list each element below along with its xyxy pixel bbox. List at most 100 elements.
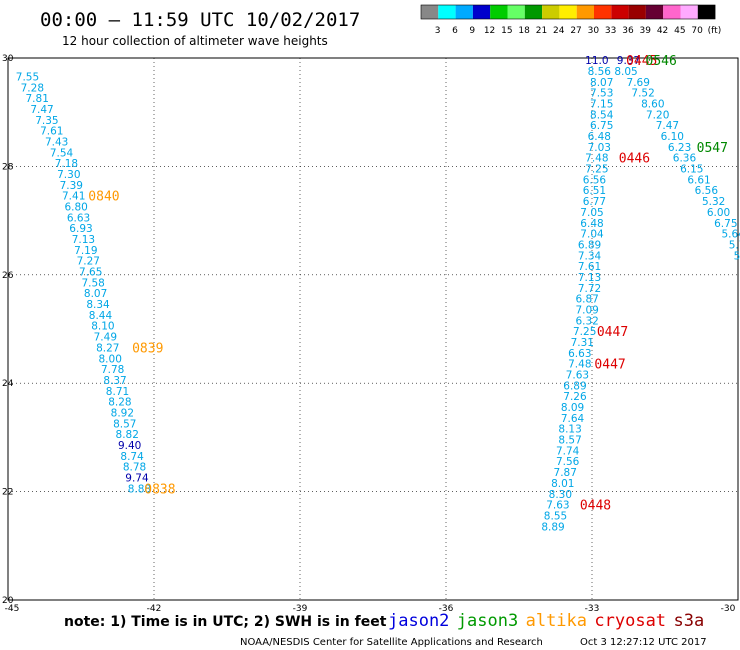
x-tick-label: -42 [147,604,162,614]
color-scale-swatch [680,5,698,19]
plot-frame [7,57,739,601]
wave-height-label: 7.87 [554,467,577,479]
wave-height-label: 8.60 [641,99,664,111]
wave-height-label: 8.05 [614,66,637,78]
wave-height-label: 6.56 [583,174,607,186]
wave-height-label: 6.56 [695,185,719,197]
wave-height-label: 7.54 [50,147,74,159]
pass-time-label: 0447 [597,325,628,340]
color-scale-label: 27 [570,26,581,36]
wave-height-label: 7.41 [62,191,85,203]
footer: note: 1) Time is in UTC; 2) SWH is in fe… [64,611,707,648]
x-tick-label: -30 [721,604,736,614]
wave-height-label: 8.00 [99,353,122,365]
wave-height-label: 7.69 [627,77,650,89]
wave-height-label: 8.01 [551,478,574,490]
wave-height-label: 7.63 [546,500,569,512]
wave-height-label: 7.49 [94,332,117,344]
wave-height-label: 9.40 [118,440,141,452]
wave-height-label: 11.0 [585,55,608,67]
footer-credit: NOAA/NESDIS Center for Satellite Applica… [240,637,543,648]
wave-height-label: 7.09 [575,304,598,316]
color-scale-label: (ft) [708,26,722,36]
color-scale-swatch [611,5,629,19]
wave-height-label: 8.44 [89,310,113,322]
color-scale-label: 24 [553,26,565,36]
legend-altika: altika [526,611,587,631]
wave-height-label: 7.19 [74,245,97,257]
wave-height-label: 6.36 [673,153,697,165]
wave-height-label: 6.63 [67,212,90,224]
wave-height-label: 7.56 [556,456,580,468]
chart-subtitle: 12 hour collection of altimeter wave hei… [62,34,328,48]
wave-height-label: 5.64 [721,229,740,241]
wave-height-label: 7.78 [101,364,124,376]
wave-height-label: 8.28 [108,397,131,409]
wave-height-label: 7.13 [72,234,95,246]
wave-height-label: 6.75 [590,120,613,132]
pass-time-label: 0838 [144,482,175,497]
wave-height-label: 5.32 [702,196,725,208]
wave-height-label: 8.55 [544,510,567,522]
wave-height-label: 7.61 [40,126,63,138]
wave-height-label: 6.48 [588,131,611,143]
wave-height-label: 8.07 [590,77,613,89]
wave-height-label: 7.34 [578,250,602,262]
wave-height-label: 6.93 [69,223,92,235]
wave-height-label: 8.71 [106,386,129,398]
wave-height-label: 7.13 [578,272,601,284]
wave-height-label: 7.27 [77,256,100,268]
color-scale-swatch [645,5,664,19]
wave-height-label: 8.56 [588,66,612,78]
x-tick-label: -33 [585,604,600,614]
wave-height-label: 7.25 [585,164,608,176]
wave-height-label: 7.39 [60,180,83,192]
pass-time-label: 0448 [580,499,611,514]
legend-jason3: jason3 [457,611,518,631]
wave-height-label: 8.92 [111,407,134,419]
wave-height-label: 6.87 [575,294,598,306]
color-scale-swatch [663,5,681,19]
footer-timestamp: Oct 3 12:27:12 UTC 2017 [580,637,707,648]
color-scale-swatch [472,5,491,19]
wave-height-label: 8.13 [558,424,581,436]
wave-height-label: 8.09 [561,402,584,414]
color-scale-label: 33 [605,26,616,36]
wave-height-label: 6.63 [568,348,591,360]
color-scale-label: 36 [622,26,634,36]
wave-height-label: 6.32 [575,315,598,327]
wave-height-label: 8.07 [84,288,107,300]
wave-height-label: 6.75 [714,218,737,230]
y-tick-label: 20 [2,596,14,606]
pass-time-label: 0446 [619,152,650,167]
wave-height-label: 6.15 [680,164,703,176]
wave-height-label: 8.37 [103,375,126,387]
y-tick-label: 30 [2,54,14,64]
legend-jason2: jason2 [388,611,449,631]
chart-title: 00:00 – 11:59 UTC 10/02/2017 [40,9,360,31]
wave-height-label: 7.52 [631,88,654,100]
wave-height-label: 7.35 [35,115,58,127]
color-scale-label: 70 [691,26,703,36]
wave-height-label: 8.27 [96,342,119,354]
color-scale-swatch [697,5,716,19]
color-scale-swatch [576,5,594,19]
wave-height-label: 7.30 [57,169,80,181]
wave-height-label: 7.81 [26,93,49,105]
color-scale-swatch [628,5,646,19]
wave-height-label: 7.55 [16,71,39,83]
wave-height-label: 7.48 [585,153,608,165]
wave-height-label: 7.64 [561,413,585,425]
wave-height-label: 7.04 [580,229,604,241]
y-tick-label: 24 [2,379,14,389]
wave-height-label: 7.03 [588,142,611,154]
wave-height-label: 5.94 [734,250,740,262]
wave-height-label: 7.48 [568,359,591,371]
wave-height-label: 7.47 [656,120,679,132]
color-scale-label: 12 [484,26,495,36]
wave-height-label: 9.74 [125,473,149,485]
wave-height-label: 8.34 [86,299,110,311]
y-tick-label: 22 [2,488,13,498]
grid-lines [8,58,738,600]
